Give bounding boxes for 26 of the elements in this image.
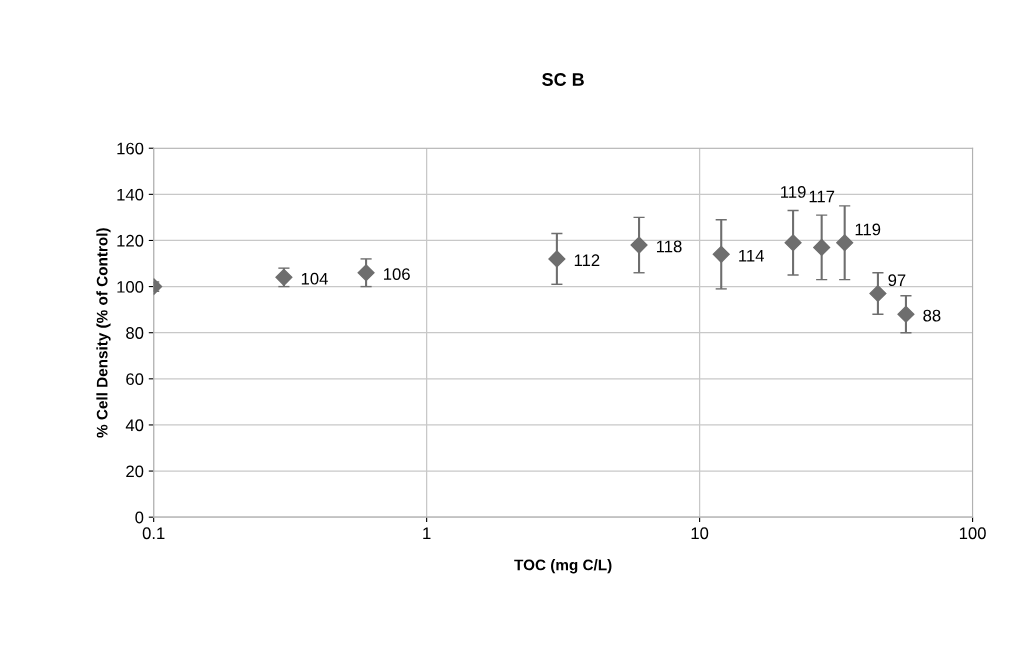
data-label: 119	[781, 186, 806, 198]
y-tick-label: 60	[126, 373, 144, 386]
data-label: 97	[888, 274, 906, 287]
x-tick-label: 10	[691, 527, 709, 540]
x-axis-title: TOC (mg C/L)	[514, 559, 612, 574]
data-label: 114	[739, 249, 764, 262]
data-label: 106	[384, 268, 410, 280]
data-label: 88	[923, 309, 941, 322]
y-tick-label: 100	[117, 280, 144, 293]
x-tick-label: 0.1	[142, 527, 165, 540]
y-tick-label: 40	[125, 419, 144, 432]
y-tick-label: 160	[117, 142, 144, 155]
data-label: 104	[301, 272, 328, 285]
chart-title: SC B	[542, 73, 584, 86]
data-label: 119	[855, 223, 881, 236]
data-label: 117	[809, 190, 835, 203]
y-tick-label: 80	[126, 327, 144, 339]
x-tick-label: 100	[959, 527, 986, 540]
x-tick-label: 1	[423, 527, 431, 539]
y-tick-label: 140	[117, 188, 144, 201]
data-label: 112	[574, 254, 600, 266]
data-label: 118	[656, 240, 682, 253]
y-tick-label: 20	[126, 465, 144, 478]
y-tick-label: 0	[135, 511, 144, 524]
y-axis-title: % Cell Density (% of Control)	[96, 228, 111, 438]
y-tick-label: 120	[117, 234, 144, 247]
